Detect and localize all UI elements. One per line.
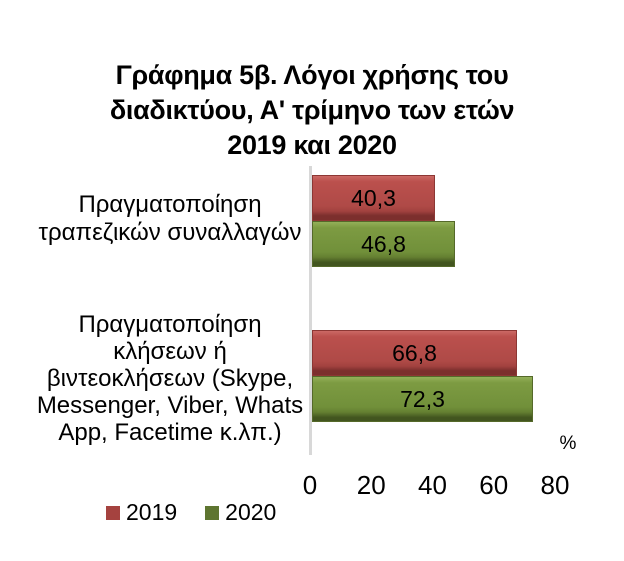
x-axis-unit-label: %: [559, 433, 577, 454]
bar-2020-calls: 72,3: [312, 376, 533, 422]
bar-2019-calls: 66,8: [312, 330, 517, 376]
bar-value-label: 72,3: [400, 385, 445, 412]
legend-label-2020: 2020: [225, 499, 277, 525]
legend-item-2019: 2019: [106, 499, 177, 526]
x-axis-ticks: 0 20 40 60 80: [303, 470, 570, 502]
category-label-calls: Πραγματοποίηση κλήσεων ή βιντεοκλήσεων (Sk…: [36, 311, 304, 446]
bar-2020-banking: 46,8: [312, 221, 455, 267]
legend: 2019 2020: [106, 499, 276, 526]
bar-2019-banking: 40,3: [312, 175, 435, 221]
bar-value-label: 40,3: [351, 184, 396, 211]
legend-swatch-2019-icon: [106, 505, 120, 520]
x-tick-label: 20: [356, 470, 386, 500]
chart-title: Γράφημα 5β. Λόγοι χρήσης του διαδικτύου, …: [109, 60, 515, 160]
legend-swatch-2020-icon: [205, 505, 220, 520]
x-tick-label: 40: [418, 470, 447, 500]
bar-value-label: 66,8: [392, 339, 437, 366]
category-label-banking: Πραγματοποίηση τραπεζικών συναλλαγών: [38, 191, 302, 246]
legend-label-2019: 2019: [126, 499, 178, 525]
y-axis-line: [309, 166, 312, 455]
x-tick-label: 0: [302, 470, 318, 500]
x-tick-label: 60: [479, 470, 509, 500]
bar-value-label: 46,8: [361, 230, 406, 257]
legend-item-2020: 2020: [205, 499, 276, 526]
x-tick-label: 80: [540, 470, 570, 500]
